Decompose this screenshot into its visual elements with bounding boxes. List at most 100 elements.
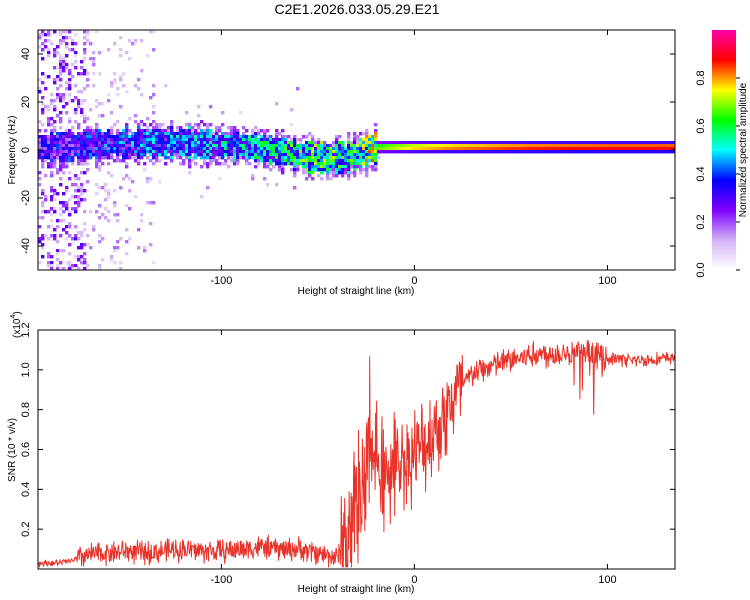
heatmap-cell [623, 150, 627, 154]
heatmap-cell [233, 126, 237, 130]
heatmap-cell [173, 144, 177, 148]
heatmap-cell [374, 165, 378, 169]
heatmap-cell [116, 153, 120, 157]
heatmap-cell [137, 156, 141, 160]
heatmap-cell [281, 156, 285, 160]
heatmap-cell [74, 84, 78, 88]
heatmap-cell [56, 249, 60, 253]
heatmap-cell [368, 159, 372, 163]
heatmap-cell [614, 144, 618, 148]
heatmap-cell [203, 156, 207, 160]
heatmap-cell [125, 156, 129, 160]
heatmap-cell [539, 141, 543, 145]
heatmap-cell [74, 255, 78, 259]
heatmap-cell [44, 135, 48, 139]
heatmap-cell [473, 147, 477, 151]
heatmap-cell [590, 144, 594, 148]
heatmap-cell [191, 144, 195, 148]
heatmap-cell [518, 144, 522, 148]
heatmap-cell [224, 141, 228, 145]
heatmap-cell [218, 126, 222, 130]
heatmap-cell [569, 150, 573, 154]
heatmap-cell [98, 165, 102, 169]
heatmap-cell [449, 147, 453, 151]
heatmap-cell [71, 126, 75, 130]
heatmap-cell [47, 135, 51, 139]
heatmap-cell [80, 246, 84, 250]
heatmap-cell [569, 147, 573, 151]
heatmap-cell [110, 111, 114, 115]
heatmap-cell [566, 147, 570, 151]
heatmap-cell [245, 150, 249, 154]
heatmap-cell [209, 135, 213, 139]
heatmap-cell [152, 120, 156, 124]
heatmap-cell [290, 159, 294, 163]
heatmap-cell [149, 138, 153, 142]
heatmap-cell [347, 174, 351, 178]
heatmap-cell [140, 39, 144, 43]
heatmap-cell [353, 138, 357, 142]
heatmap-cell [146, 54, 150, 58]
colorbar-tick-label: 0.0 [695, 262, 707, 277]
heatmap-cell [50, 189, 54, 193]
heatmap-cell [59, 93, 63, 97]
heatmap-cell [416, 147, 420, 151]
heatmap-cell [122, 159, 126, 163]
heatmap-cell [83, 228, 87, 232]
heatmap-cell [113, 81, 117, 85]
heatmap-cell [254, 156, 258, 160]
heatmap-cell [92, 132, 96, 136]
heatmap-cell [65, 36, 69, 40]
heatmap-cell [296, 153, 300, 157]
heatmap-cell [626, 147, 630, 151]
heatmap-cell [326, 147, 330, 151]
heatmap-cell [629, 141, 633, 145]
heatmap-cell [230, 129, 234, 133]
heatmap-cell [176, 126, 180, 130]
heatmap-cell [281, 129, 285, 133]
heatmap-cell [68, 135, 72, 139]
heatmap-cell [47, 30, 51, 34]
heatmap-cell [140, 219, 144, 223]
heatmap-cell [53, 51, 57, 55]
heatmap-cell [107, 141, 111, 145]
heatmap-cell [185, 129, 189, 133]
heatmap-cell [509, 150, 513, 154]
heatmap-cell [71, 144, 75, 148]
heatmap-cell [53, 207, 57, 211]
colorbar-label: Normalized spectral amplitude [738, 82, 749, 217]
heatmap-cell [62, 30, 66, 34]
heatmap-cell [365, 132, 369, 136]
heatmap-cell [197, 123, 201, 127]
heatmap-cell [143, 135, 147, 139]
heatmap-cell [65, 204, 69, 208]
heatmap-cell [257, 132, 261, 136]
heatmap-cell [197, 105, 201, 109]
heatmap-cell [65, 87, 69, 91]
heatmap-cell [98, 216, 102, 220]
heatmap-cell [158, 132, 162, 136]
heatmap-cell [110, 141, 114, 145]
heatmap-cell [83, 132, 87, 136]
heatmap-cell [542, 150, 546, 154]
heatmap-cell [80, 135, 84, 139]
heatmap-cell [119, 159, 123, 163]
colorbar-tick-label: 0.2 [695, 214, 707, 229]
colorbar-tick-label: 0.4 [695, 166, 707, 181]
heatmap-cell [50, 153, 54, 157]
heatmap-cell [194, 162, 198, 166]
heatmap-cell [77, 90, 81, 94]
heatmap-cell [80, 171, 84, 175]
heatmap-cell [92, 228, 96, 232]
heatmap-cell [86, 129, 90, 133]
heatmap-cell [320, 156, 324, 160]
heatmap-cell [92, 129, 96, 133]
heatmap-cell [80, 189, 84, 193]
heatmap-cell [671, 150, 675, 154]
snr-multiplier-exponent: 4 [10, 315, 17, 319]
heatmap-cell [56, 87, 60, 91]
heatmap-cell [281, 168, 285, 172]
heatmap-cell [38, 153, 42, 157]
heatmap-cell [317, 162, 321, 166]
heatmap-cell [41, 72, 45, 76]
